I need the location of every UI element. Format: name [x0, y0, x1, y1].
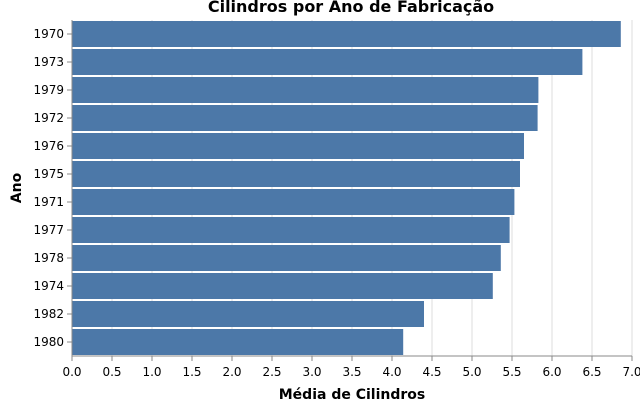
- y-tick-label: 1976: [33, 139, 64, 153]
- bar-1970: [72, 21, 621, 47]
- bar-1973: [72, 49, 583, 75]
- x-axis-title: Média de Cilindros: [279, 387, 425, 400]
- x-tick-label: 0.5: [102, 365, 121, 379]
- x-tick-label: 6.5: [582, 365, 601, 379]
- y-tick-label: 1974: [33, 279, 64, 293]
- x-tick-label: 6.0: [542, 365, 561, 379]
- y-tick-label: 1973: [33, 55, 64, 69]
- bar-1972: [72, 105, 538, 131]
- bar-1977: [72, 217, 510, 243]
- x-tick-label: 1.5: [182, 365, 201, 379]
- grid-lines: [71, 20, 633, 356]
- y-tick-label: 1971: [33, 195, 64, 209]
- y-tick-label: 1982: [33, 307, 64, 321]
- y-tick-label: 1980: [33, 335, 64, 349]
- bar-1975: [72, 161, 520, 187]
- y-tick-label: 1979: [33, 83, 64, 97]
- x-tick-label: 5.5: [502, 365, 521, 379]
- x-tick-label: 3.5: [342, 365, 361, 379]
- bar-1974: [72, 273, 493, 299]
- x-tick-label: 0.0: [62, 365, 81, 379]
- bars: [72, 21, 621, 355]
- bar-1978: [72, 245, 501, 271]
- y-tick-label: 1970: [33, 27, 64, 41]
- bar-1982: [72, 301, 424, 327]
- x-tick-label: 7.0: [622, 365, 640, 379]
- x-tick-label: 2.5: [262, 365, 281, 379]
- y-tick-label: 1972: [33, 111, 64, 125]
- y-axis-title: Ano: [9, 172, 25, 203]
- bar-1976: [72, 133, 524, 159]
- bar-1971: [72, 189, 515, 215]
- y-tick-label: 1977: [33, 223, 64, 237]
- x-tick-label: 4.5: [422, 365, 441, 379]
- x-tick-label: 1.0: [142, 365, 161, 379]
- x-tick-label: 4.0: [382, 365, 401, 379]
- bar-1979: [72, 77, 539, 103]
- bar-1980: [72, 329, 404, 355]
- y-tick-label: 1975: [33, 167, 64, 181]
- x-tick-label: 5.0: [462, 365, 481, 379]
- y-tick-label: 1978: [33, 251, 64, 265]
- axes: 0.0 0.5 1.0 1.5 2.0 2.5 3.0 3.5 4.0 4.5 5.0 5.5 6.0 6…: [33, 20, 640, 379]
- chart-title: Cilindros por Ano de Fabricação: [208, 0, 494, 16]
- x-tick-label: 3.0: [302, 365, 321, 379]
- x-tick-label: 2.0: [222, 365, 241, 379]
